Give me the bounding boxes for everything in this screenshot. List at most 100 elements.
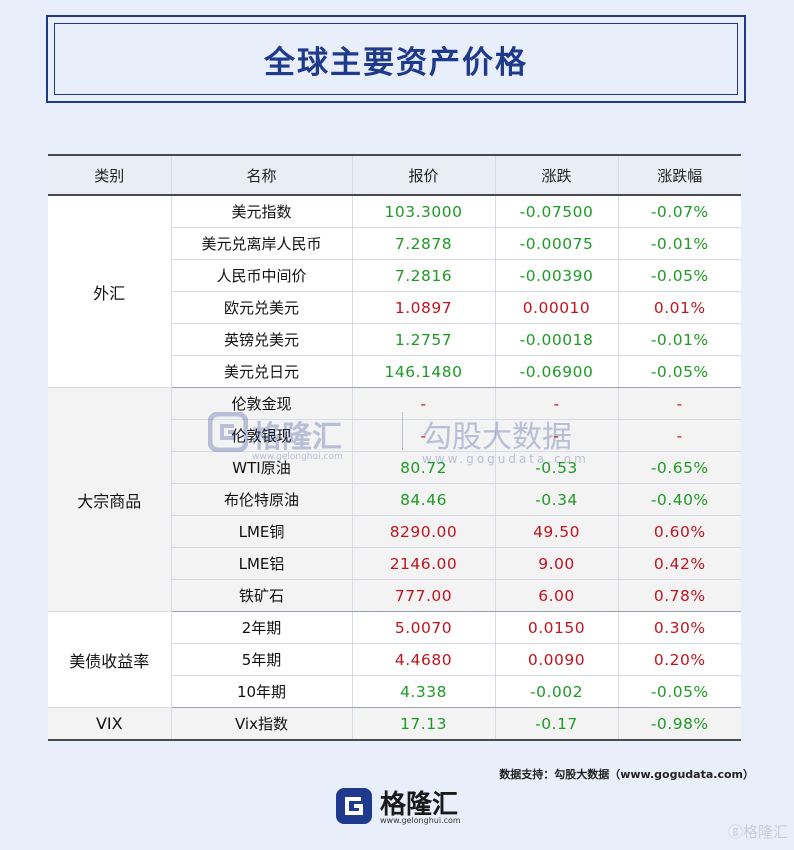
table-row: 美元兑离岸人民币 7.2878 -0.00075 -0.01% — [48, 227, 741, 260]
table-body: 外汇 美元指数 103.3000 -0.07500 -0.07% 美元兑离岸人民币 7.28… — [48, 195, 741, 741]
table-row: 欧元兑美元 1.0897 0.00010 0.01% — [48, 291, 741, 324]
change-cell: - — [495, 419, 619, 452]
price-cell: 1.0897 — [352, 291, 496, 324]
name-cell: 英镑兑美元 — [171, 323, 353, 356]
change-pct-cell: 0.78% — [618, 579, 741, 612]
price-cell: 103.3000 — [352, 195, 496, 228]
category-cell: VIX — [48, 707, 172, 741]
name-cell: 美元兑离岸人民币 — [171, 227, 353, 260]
table-row: 铁矿石 777.00 6.00 0.78% — [48, 579, 741, 612]
price-cell: 4.338 — [352, 675, 496, 708]
change-cell: 49.50 — [495, 515, 619, 548]
category-cell: 美债收益率 — [48, 611, 172, 708]
change-pct-cell: -0.05% — [618, 259, 741, 292]
change-cell: 6.00 — [495, 579, 619, 612]
category-cell: 外汇 — [48, 195, 172, 388]
price-cell: 777.00 — [352, 579, 496, 612]
change-cell: 0.0090 — [495, 643, 619, 676]
change-cell: -0.002 — [495, 675, 619, 708]
gelonghui-logo-icon — [336, 788, 372, 824]
change-pct-cell: 0.20% — [618, 643, 741, 676]
name-cell: 伦敦金现 — [171, 387, 353, 420]
name-cell: 铁矿石 — [171, 579, 353, 612]
footer-brand: 格隆汇 — [380, 790, 459, 820]
name-cell: 美元兑日元 — [171, 355, 353, 388]
data-source-note: 数据支持：勾股大数据（www.gogudata.com） — [499, 768, 754, 781]
price-cell: 80.72 — [352, 451, 496, 484]
name-cell: 2年期 — [171, 611, 353, 644]
price-cell: 5.0070 — [352, 611, 496, 644]
change-pct-cell: - — [618, 387, 741, 420]
price-cell: 1.2757 — [352, 323, 496, 356]
change-cell: -0.17 — [495, 707, 619, 741]
table-row: 英镑兑美元 1.2757 -0.00018 -0.01% — [48, 323, 741, 356]
name-cell: Vix指数 — [171, 707, 353, 741]
footer-logo: 格隆汇 www.gelonghui.com — [334, 784, 464, 828]
table-row: LME铜 8290.00 49.50 0.60% — [48, 515, 741, 548]
table-row: VIX Vix指数 17.13 -0.17 -0.98% — [48, 707, 741, 741]
name-cell: 10年期 — [171, 675, 353, 708]
change-cell: -0.07500 — [495, 195, 619, 228]
price-cell: 84.46 — [352, 483, 496, 516]
change-pct-cell: 0.01% — [618, 291, 741, 324]
title-frame: 全球主要资产价格 — [46, 15, 746, 103]
change-pct-cell: -0.98% — [618, 707, 741, 741]
footer-url: www.gelonghui.com — [380, 816, 461, 825]
corner-brand: 格隆汇 — [742, 823, 788, 841]
table-row: 美债收益率 2年期 5.0070 0.0150 0.30% — [48, 611, 741, 708]
table-row: 伦敦银现 - - - — [48, 419, 741, 452]
change-pct-cell: - — [618, 419, 741, 452]
header-change-pct: 涨跌幅 — [618, 154, 741, 196]
change-cell: 9.00 — [495, 547, 619, 580]
change-pct-cell: 0.42% — [618, 547, 741, 580]
price-cell: - — [352, 387, 496, 420]
change-cell: -0.00018 — [495, 323, 619, 356]
change-pct-cell: -0.01% — [618, 323, 741, 356]
change-pct-cell: -0.05% — [618, 355, 741, 388]
category-cell: 大宗商品 — [48, 387, 172, 612]
table-row: 布伦特原油 84.46 -0.34 -0.40% — [48, 483, 741, 516]
table-row: WTI原油 80.72 -0.53 -0.65% — [48, 451, 741, 484]
change-cell: -0.06900 — [495, 355, 619, 388]
corner-logo-icon: ⓖ — [727, 823, 743, 841]
header-change: 涨跌 — [495, 154, 619, 196]
change-pct-cell: -0.05% — [618, 675, 741, 708]
table-row: 大宗商品 伦敦金现 - - - — [48, 387, 741, 612]
change-pct-cell: -0.40% — [618, 483, 741, 516]
change-pct-cell: 0.60% — [618, 515, 741, 548]
name-cell: 人民币中间价 — [171, 259, 353, 292]
asset-price-table: 类别 名称 报价 涨跌 涨跌幅 外汇 美元指数 103.3000 -0.07500 -0… — [48, 154, 741, 741]
table-row: LME铝 2146.00 9.00 0.42% — [48, 547, 741, 580]
change-cell: -0.34 — [495, 483, 619, 516]
table-row: 10年期 4.338 -0.002 -0.05% — [48, 675, 741, 708]
table-header-row: 类别 名称 报价 涨跌 涨跌幅 — [48, 154, 741, 196]
price-cell: 17.13 — [352, 707, 496, 741]
change-cell: 0.0150 — [495, 611, 619, 644]
change-pct-cell: -0.65% — [618, 451, 741, 484]
change-cell: -0.53 — [495, 451, 619, 484]
price-cell: 7.2816 — [352, 259, 496, 292]
price-cell: 7.2878 — [352, 227, 496, 260]
name-cell: 5年期 — [171, 643, 353, 676]
corner-watermark: ⓖ格隆汇 — [728, 821, 788, 842]
table-row: 美元兑日元 146.1480 -0.06900 -0.05% — [48, 355, 741, 388]
name-cell: 伦敦银现 — [171, 419, 353, 452]
header-category: 类别 — [48, 154, 172, 196]
table-row: 5年期 4.4680 0.0090 0.20% — [48, 643, 741, 676]
name-cell: 美元指数 — [171, 195, 353, 228]
name-cell: WTI原油 — [171, 451, 353, 484]
price-cell: 4.4680 — [352, 643, 496, 676]
header-price: 报价 — [352, 154, 496, 196]
change-cell: - — [495, 387, 619, 420]
title-inner-frame: 全球主要资产价格 — [54, 23, 738, 95]
price-cell: 146.1480 — [352, 355, 496, 388]
table-row: 外汇 美元指数 103.3000 -0.07500 -0.07% — [48, 195, 741, 388]
name-cell: 欧元兑美元 — [171, 291, 353, 324]
page-title: 全球主要资产价格 — [264, 44, 528, 81]
price-cell: - — [352, 419, 496, 452]
table-row: 人民币中间价 7.2816 -0.00390 -0.05% — [48, 259, 741, 292]
name-cell: LME铝 — [171, 547, 353, 580]
change-pct-cell: 0.30% — [618, 611, 741, 644]
name-cell: 布伦特原油 — [171, 483, 353, 516]
change-pct-cell: -0.01% — [618, 227, 741, 260]
